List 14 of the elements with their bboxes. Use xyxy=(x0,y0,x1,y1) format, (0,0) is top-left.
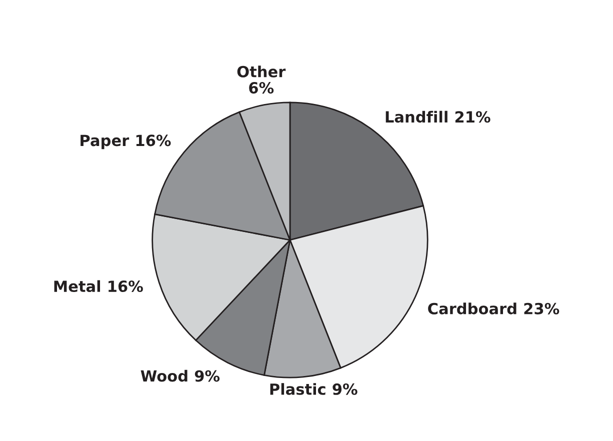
slice-label: Landfill xyxy=(386,110,448,123)
data-label: 6% xyxy=(249,82,274,94)
slice-label: Other xyxy=(237,66,286,78)
slice-label: Wood xyxy=(140,370,188,382)
slice-label: Metal xyxy=(54,280,100,292)
slice-label: Plastic xyxy=(270,383,326,395)
slice-label: Paper xyxy=(80,134,130,150)
data-label: 9% xyxy=(332,383,358,395)
data-label: 9% xyxy=(194,370,220,382)
data-label: 16% xyxy=(108,280,143,292)
data-label: 23% xyxy=(524,302,560,314)
data-label: 21% xyxy=(455,111,490,123)
slice-label: Cardboard xyxy=(428,302,516,314)
data-label: 16% xyxy=(136,134,171,146)
